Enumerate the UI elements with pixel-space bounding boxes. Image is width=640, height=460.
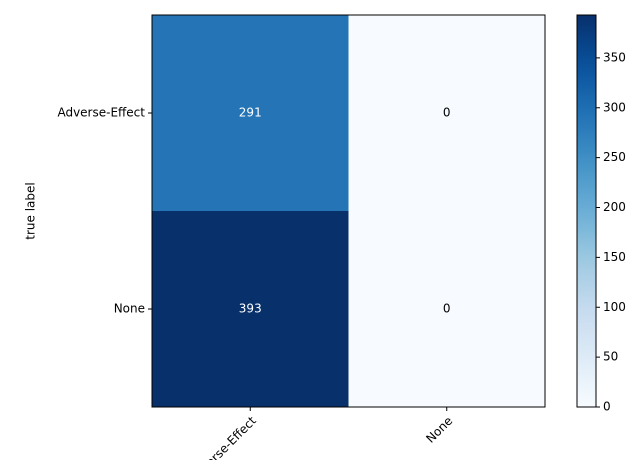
- colorbar-tick-label: 50: [603, 350, 618, 364]
- cell-value-label: 393: [239, 302, 262, 316]
- heatmap-cell: [152, 211, 349, 407]
- colorbar-tick-label: 100: [603, 300, 626, 314]
- colorbar-tick-label: 200: [603, 200, 626, 214]
- heatmap-cell: [348, 211, 545, 407]
- cell-value-label: 0: [443, 302, 451, 316]
- colorbar-tick-label: 300: [603, 100, 626, 114]
- x-tick-label: Adverse-Effect: [187, 413, 259, 460]
- colorbar-tick-label: 250: [603, 150, 626, 164]
- cell-value-label: 0: [443, 106, 451, 120]
- y-tick-label: None: [114, 302, 145, 316]
- y-axis-label: true label: [24, 182, 38, 239]
- heatmap-cell: [152, 15, 349, 211]
- colorbar-tick-label: 350: [603, 50, 626, 64]
- colorbar-tick-label: 0: [603, 400, 611, 414]
- colorbar: [576, 14, 597, 408]
- cell-value-label: 291: [239, 106, 262, 120]
- y-tick-label: Adverse-Effect: [57, 106, 145, 120]
- plot-frame: [151, 14, 546, 408]
- colorbar-tick-label: 150: [603, 250, 626, 264]
- x-tick-label: None: [423, 414, 455, 446]
- heatmap-cell: [348, 15, 545, 211]
